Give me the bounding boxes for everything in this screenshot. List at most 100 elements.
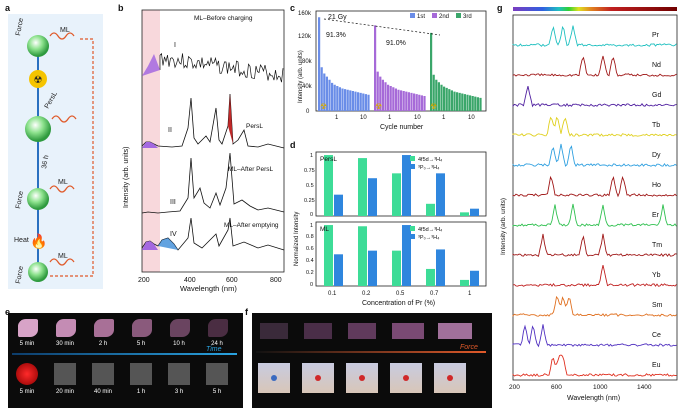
spectrum-tb [512, 116, 677, 137]
title-before-charging: ML–Before charging [194, 15, 253, 22]
spectrum-yb [512, 265, 677, 287]
cycle-bar-3rd-2 [432, 74, 435, 111]
uv-highlight-band [142, 10, 160, 272]
panel-g-spectra: Pr Nd Gd Tb Dy Ho Er Tm Yb Sm Ce Eu Intensity (arb.… [500, 7, 678, 402]
cycle-bar-1st-17 [359, 92, 362, 111]
persl-time-5: 10 h [173, 341, 185, 347]
cycle-bar-1st-15 [354, 91, 357, 111]
panel-d-bot-ytick-1: 1 [310, 223, 313, 229]
panel-d-top-ytick-075: 0.75 [304, 168, 315, 174]
legend-3p0-top: ³P₀→³H₄ [418, 165, 440, 171]
panel-b-frame [141, 9, 285, 273]
radiation-icon-3: ☢ [430, 102, 437, 111]
panel-c-label: c [290, 3, 296, 13]
cycle-bar-1st-16 [357, 92, 360, 111]
film-4 [392, 323, 424, 339]
cycle-bar-2nd-10 [397, 89, 400, 111]
cycle-bar-2nd-3 [379, 76, 382, 111]
cycle-bar-3rd-17 [471, 96, 474, 111]
panel-f-photos: Force [252, 313, 492, 408]
panel-d-chart: PersL ML 4f5d→³H₄ ³P₀→³H₄ 4f5d→³H₄ ³P₀→³… [294, 151, 487, 307]
cycle-bar-3rd-11 [456, 92, 459, 111]
phosphor-ball-3 [27, 188, 49, 210]
time-arrow-label: Time [206, 346, 222, 353]
spectrum-iv [141, 217, 285, 251]
dBot-bar-0.1-0 [324, 225, 333, 286]
spectrum-tm [512, 233, 677, 257]
panel-c-chart: Intensity (arb. units) 0 40k 80k 120k 16… [298, 10, 487, 131]
cycle-bar-2nd-7 [389, 86, 392, 111]
sample-glow-2 [56, 319, 76, 337]
cycle-bar-2nd-15 [410, 92, 413, 111]
force-label-3: Force [15, 265, 25, 284]
dBot-bar-1-1 [470, 270, 479, 286]
ml-time-5: 3 h [174, 389, 184, 395]
subplot-ml-title: ML [320, 226, 329, 233]
radiation-icon-2: ☢ [375, 102, 382, 111]
element-label-nd: Nd [652, 62, 661, 69]
cycle-bar-1st-9 [338, 87, 341, 111]
spectrum-eu [512, 354, 677, 377]
ml-photo-row: 5 min 20 min 40 min 1 h 3 h 5 h [12, 359, 242, 405]
cycle-bar-3rd-20 [479, 97, 482, 111]
ml-emission-1 [49, 32, 75, 40]
spectrum-ii [141, 93, 285, 149]
cycle-bar-2nd-16 [413, 93, 416, 111]
dBot-bar-0.7-1 [436, 249, 445, 286]
ml-emission-2 [49, 185, 75, 193]
panel-d-label: d [290, 140, 296, 150]
ml-tile-2 [54, 363, 76, 385]
cycle-bar-3rd-6 [443, 86, 446, 111]
element-label-gd: Gd [652, 92, 661, 99]
persl-time-3: 2 h [98, 341, 108, 347]
panel-g-xtick-1000: 1000 [593, 384, 608, 391]
persl-time-1: 5 min [19, 341, 35, 347]
ml-time-2: 20 min [55, 389, 74, 395]
panel-f-label: f [245, 307, 248, 317]
panel-c-xlabel: Cycle number [380, 124, 424, 131]
dTop-bar-0.5-1 [402, 155, 411, 216]
force-arrow-label: Force [460, 344, 478, 351]
persl-time-4: 5 h [136, 341, 146, 347]
cycle-bar-2nd-5 [384, 82, 387, 111]
panel-a-label: a [5, 3, 11, 13]
spectrum-iii [141, 152, 285, 214]
dTop-bar-0.7-1 [436, 173, 445, 216]
cycle-bar-2nd-2 [376, 71, 379, 111]
cycle-bar-3rd-3 [435, 79, 438, 111]
dBot-bar-0.2-1 [368, 250, 377, 286]
radiation-icon [29, 70, 47, 88]
spectrum-iv-uv-fill [142, 241, 158, 250]
spectrum-ce [512, 324, 677, 348]
panel-b-xtick-800: 800 [270, 277, 282, 284]
ml-emission-3 [49, 258, 75, 266]
sample-glow-6 [208, 319, 228, 337]
legend-2nd: 2nd [439, 14, 449, 20]
dBot-bar-1-0 [460, 279, 469, 286]
panel-c-ytick-160k: 160k [298, 11, 312, 17]
legend-4f5d-top: 4f5d→³H₄ [418, 157, 443, 163]
element-label-eu: Eu [652, 362, 661, 369]
dTop-bar-0.1-1 [334, 194, 343, 216]
cycle-bar-1st-4 [325, 76, 328, 111]
legend-blue-swatch-top [410, 164, 415, 169]
panel-c-xtick-10c: 10 [468, 115, 475, 121]
film-3 [348, 323, 376, 339]
sample-glow-5 [170, 319, 190, 337]
device-4 [390, 363, 422, 393]
time-label: 36 h [41, 155, 50, 170]
spectrum-nd [512, 55, 677, 77]
ml-bars [324, 225, 479, 286]
element-label-tm: Tm [652, 242, 662, 249]
film-2 [304, 323, 332, 339]
retention-pct-1: 91.3% [326, 32, 346, 39]
panel-a-schematic: ☢ 🔥 Force ML PersL 36 h Force ML Heat Fo… [8, 14, 103, 289]
ml-tile-4 [130, 363, 152, 385]
cycle-bar-2nd-1 [374, 25, 377, 111]
heat-icon: 🔥 [30, 233, 47, 250]
ml-time-6: 5 h [212, 389, 222, 395]
legend-1st-swatch [410, 13, 415, 18]
cycle-bar-3rd-15 [466, 94, 469, 111]
panel-c-ylabel: Intensity (arb. units) [298, 50, 304, 103]
roman-ii: II [168, 127, 172, 134]
